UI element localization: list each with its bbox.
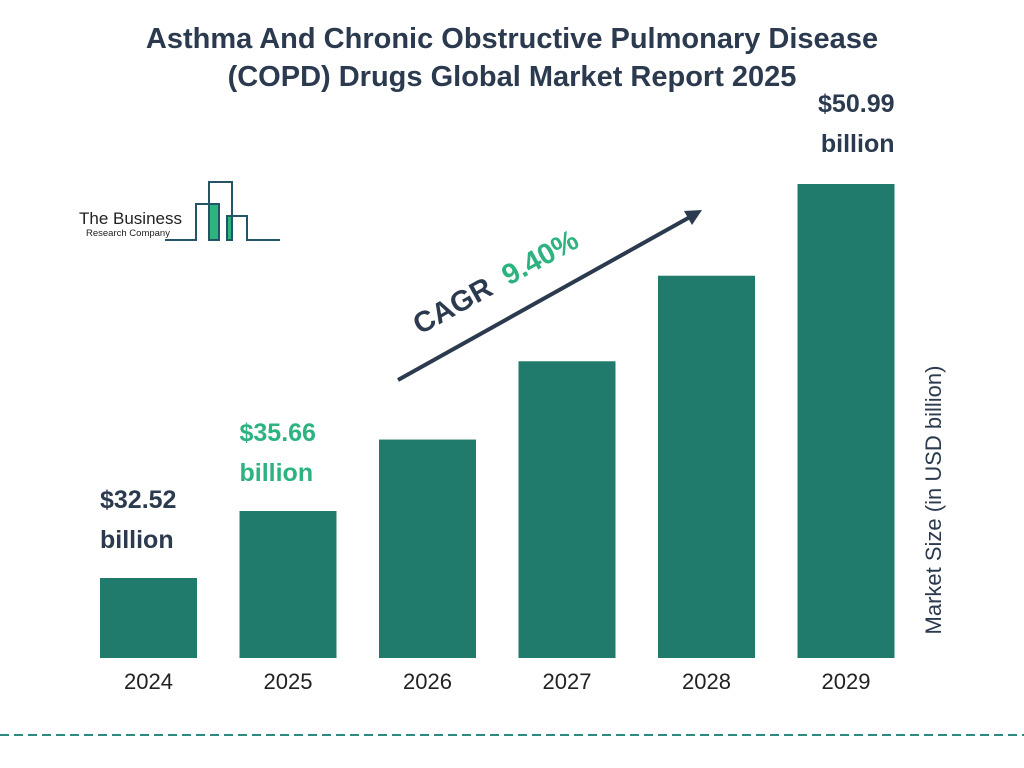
bar-2025: [239, 511, 337, 658]
data-label-2029-value: $50.99: [818, 90, 894, 118]
cagr-annotation: CAGR 9.40%: [397, 210, 702, 382]
data-label-2029-unit: billion: [821, 130, 895, 158]
title-line-1: Asthma And Chronic Obstructive Pulmonary…: [145, 23, 879, 55]
bar-2026: [379, 439, 476, 658]
logo-bar-green-1: [209, 204, 218, 240]
bar-2024: [100, 578, 197, 658]
x-tick-label-2029: 2029: [822, 669, 871, 694]
bar-2029: [797, 184, 895, 658]
arrow-head-icon: [684, 210, 702, 225]
bar-2027: [518, 361, 616, 658]
y-axis-label: Market Size (in USD billion): [921, 366, 946, 635]
logo-line-1: The Business: [79, 209, 182, 228]
data-label-2024-unit: billion: [100, 526, 174, 554]
chart-title: Asthma And Chronic Obstructive Pulmonary…: [0, 20, 1024, 96]
cagr-arrow-line: [397, 215, 691, 382]
x-tick-label-2027: 2027: [543, 669, 592, 694]
data-label-2025-value: $35.66: [240, 419, 316, 447]
x-tick-label-2025: 2025: [264, 669, 313, 694]
logo-bar-green-2: [227, 216, 232, 240]
data-label-2025-unit: billion: [240, 459, 314, 487]
x-tick-label-2026: 2026: [403, 669, 452, 694]
logo: The Business Research Company: [79, 181, 280, 241]
logo-buildings-icon: [165, 181, 280, 241]
data-label-2024-value: $32.52: [100, 486, 176, 514]
x-tick-label-2028: 2028: [682, 669, 731, 694]
bar-2028: [658, 275, 755, 658]
title-line-2: (COPD) Drugs Global Market Report 2025: [227, 61, 797, 93]
x-tick-label-2024: 2024: [124, 669, 173, 694]
logo-line-2: Research Company: [86, 228, 170, 239]
